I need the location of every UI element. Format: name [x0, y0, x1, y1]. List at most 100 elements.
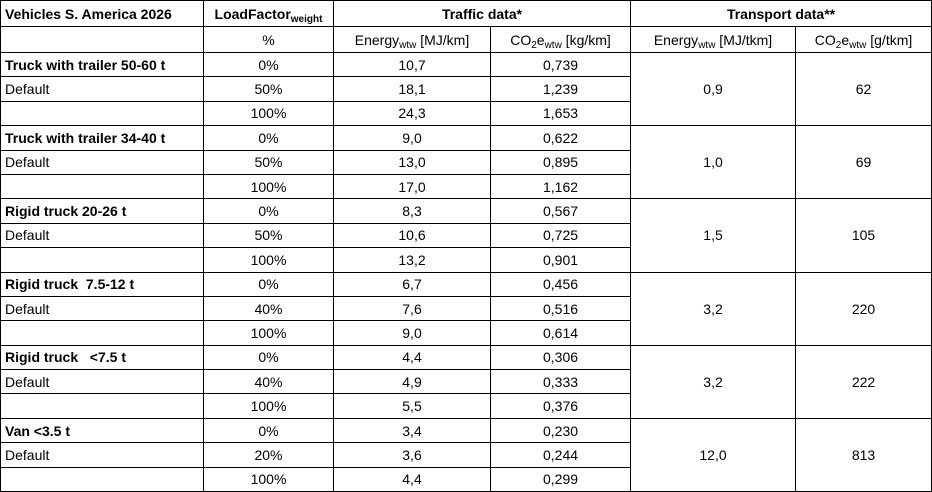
header-cell	[0, 26, 204, 53]
table-row: Default 50% 18,1 1,239	[0, 76, 932, 102]
value-cell: 1,239	[489, 76, 632, 102]
value-cell: 0,456	[489, 271, 632, 297]
value-cell: 13,0	[333, 149, 491, 175]
value-cell: 0%	[203, 198, 334, 224]
table-body: Truck with trailer 50-60 t 0% 10,7 0,739 0,9…	[0, 51, 932, 492]
value-cell: 7,6	[333, 295, 491, 322]
value-cell: 100%	[203, 466, 334, 492]
value-cell: 100%	[203, 100, 334, 127]
vehicle-cell: Default	[0, 295, 204, 322]
text: [g/tkm]	[866, 31, 913, 48]
value-cell: 0,739	[489, 51, 632, 78]
value-cell: 24,3	[333, 100, 491, 127]
value-cell: 0,244	[489, 442, 632, 468]
value-cell: 8,3	[333, 198, 491, 224]
value-cell: 0,567	[489, 198, 632, 224]
header-cell: LoadFactorweight	[203, 0, 334, 27]
transport-cell: 3,2	[630, 344, 797, 419]
text: LoadFactor	[214, 5, 291, 22]
subscript: 2	[531, 39, 537, 51]
value-cell: 100%	[203, 173, 334, 200]
transport-cell: 3,2	[630, 271, 797, 346]
subscript: wtw	[544, 39, 562, 51]
table-row: 100% 17,0 1,162	[0, 173, 932, 200]
header-cell: Transport data**	[630, 0, 932, 27]
value-cell: 0,230	[489, 417, 632, 444]
table-row: 100% 9,0 0,614	[0, 320, 932, 346]
text: e	[536, 31, 545, 48]
value-cell: 20%	[203, 442, 334, 468]
value-cell: 18,1	[333, 76, 491, 102]
value-cell: 100%	[203, 393, 334, 419]
text: Energy	[653, 31, 699, 48]
table-row: Truck with trailer 34-40 t 0% 9,0 0,622 1,0 6…	[0, 125, 932, 200]
value-cell: 0%	[203, 271, 334, 297]
subscript: 2	[835, 39, 842, 51]
value-cell: 1,653	[489, 100, 632, 127]
value-cell: 4,4	[333, 344, 491, 371]
vehicle-cell: Truck with trailer 34-40 t	[0, 125, 204, 151]
transport-cell: 105	[795, 198, 932, 273]
value-cell: 0,376	[489, 393, 632, 419]
text: CO	[510, 31, 532, 48]
value-cell: 0,725	[489, 222, 632, 249]
header-cell: CO2ewtw [g/tkm]	[795, 26, 932, 53]
transport-cell: 813	[795, 417, 932, 492]
value-cell: 1,162	[489, 173, 632, 200]
table-row: Default 50% 13,0 0,895	[0, 149, 932, 175]
text: Energy	[354, 31, 400, 48]
value-cell: 0,895	[489, 149, 632, 175]
vehicle-cell: Rigid truck 7.5-12 t	[0, 271, 204, 297]
table-row: Default 40% 7,6 0,516	[0, 295, 932, 322]
vehicle-cell: Default	[0, 76, 204, 102]
value-cell: 50%	[203, 76, 334, 102]
vehicle-cell	[0, 320, 204, 346]
value-cell: 0%	[203, 51, 334, 78]
table-row: Rigid truck 7.5-12 t 0% 6,7 0,456 3,2 220	[0, 271, 932, 346]
vehicle-cell: Default	[0, 222, 204, 249]
value-cell: 17,0	[333, 173, 491, 200]
vehicle-cell: Default	[0, 149, 204, 175]
header-cell: Energywtw [MJ/km]	[333, 26, 491, 53]
value-cell: 40%	[203, 295, 334, 322]
value-cell: 5,5	[333, 393, 491, 419]
text: [MJ/km]	[416, 31, 470, 48]
table-row: Van <3.5 t 0% 3,4 0,230 12,0 813	[0, 417, 932, 492]
table-row: Truck with trailer 50-60 t 0% 10,7 0,739 0,9…	[0, 51, 932, 127]
vehicle-cell	[0, 247, 204, 273]
value-cell: 10,7	[333, 51, 491, 78]
header-cell: Energywtw [MJ/tkm]	[630, 26, 797, 53]
vehicle-cell	[0, 173, 204, 200]
subscript: wtw	[399, 39, 417, 51]
value-cell: 0,306	[489, 344, 632, 371]
vehicle-cell: Rigid truck 20-26 t	[0, 198, 204, 224]
table-row: 100% 5,5 0,376	[0, 393, 932, 419]
vehicle-cell: Van <3.5 t	[0, 417, 204, 444]
vehicle-cell: Truck with trailer 50-60 t	[0, 51, 204, 78]
header-cell: %	[203, 26, 334, 53]
value-cell: 50%	[203, 149, 334, 175]
value-cell: 50%	[203, 222, 334, 249]
text: [MJ/tkm]	[715, 31, 773, 48]
value-cell: 3,6	[333, 442, 491, 468]
value-cell: 3,4	[333, 417, 491, 444]
transport-cell: 69	[795, 125, 932, 200]
value-cell: 6,7	[333, 271, 491, 297]
transport-cell: 220	[795, 271, 932, 346]
table-row: Default 40% 4,9 0,333	[0, 369, 932, 395]
value-cell: 9,0	[333, 320, 491, 346]
vehicle-cell: Rigid truck <7.5 t	[0, 344, 204, 371]
table-row: 100% 24,3 1,653	[0, 100, 932, 127]
value-cell: 0,333	[489, 369, 632, 395]
subscript: wtw	[698, 39, 716, 51]
transport-cell: 1,5	[630, 198, 797, 273]
value-cell: 0%	[203, 344, 334, 371]
vehicle-cell: Default	[0, 369, 204, 395]
value-cell: 4,4	[333, 466, 491, 492]
transport-cell: 62	[795, 51, 932, 127]
vehicle-cell	[0, 100, 204, 127]
table-row: 100% 13,2 0,901	[0, 247, 932, 273]
subscript: weight	[290, 13, 323, 25]
